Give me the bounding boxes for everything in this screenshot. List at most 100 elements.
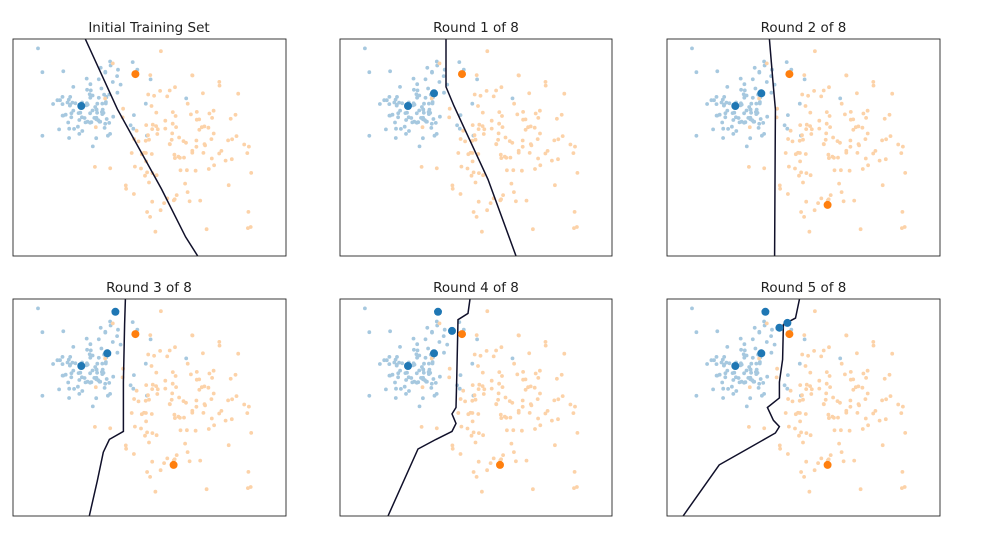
pool-point-class-b (178, 415, 182, 420)
pool-point-class-b (201, 151, 206, 155)
pool-point-class-b (478, 353, 483, 358)
pool-point-class-a (108, 392, 112, 396)
pool-point-class-a (753, 86, 758, 91)
pool-point-class-b (472, 393, 477, 398)
pool-point-class-b (429, 356, 434, 361)
pool-point-class-b (806, 353, 810, 358)
pool-point-class-b (804, 199, 809, 204)
pool-point-class-b (170, 370, 175, 374)
panel-round-1: Round 1 of 8 (339, 20, 613, 257)
pool-point-class-b (865, 391, 870, 396)
pool-point-class-b (473, 397, 478, 402)
pool-point-class-a (705, 102, 709, 106)
pool-point-class-b (181, 139, 186, 144)
pool-point-class-b (555, 116, 559, 121)
pool-point-class-b (497, 110, 502, 114)
pool-point-class-a (757, 69, 762, 74)
pool-point-class-a (88, 371, 92, 376)
pool-point-class-b (533, 371, 538, 376)
pool-point-class-b (170, 381, 175, 386)
pool-point-class-a (715, 113, 720, 118)
pool-point-class-a (738, 336, 743, 341)
pool-point-class-a (431, 117, 436, 121)
pool-point-class-a (721, 136, 725, 140)
pool-point-class-a (415, 82, 420, 87)
pool-point-class-a (434, 392, 439, 396)
pool-point-class-b (149, 412, 154, 416)
pool-point-class-a (730, 371, 735, 375)
pool-point-class-b (474, 475, 479, 479)
pool-point-class-a (387, 95, 392, 99)
pool-point-class-a (382, 98, 387, 103)
pool-point-class-b (478, 93, 483, 98)
pool-point-class-a (103, 121, 108, 126)
pool-point-class-a (429, 121, 434, 126)
pool-point-class-a (838, 96, 843, 101)
pool-point-class-a (757, 121, 762, 126)
pool-point-class-b (185, 450, 190, 454)
pool-point-class-b (543, 411, 548, 416)
pool-point-class-b (505, 168, 509, 173)
pool-point-class-b (903, 431, 908, 435)
pool-point-class-b (488, 201, 493, 206)
pool-point-class-a (438, 374, 442, 379)
pool-point-class-a (786, 113, 790, 117)
pool-point-class-a (715, 373, 720, 378)
pool-point-class-a (433, 381, 438, 385)
pool-point-class-b (197, 377, 202, 382)
pool-point-class-a (742, 371, 746, 376)
pool-point-class-a (110, 340, 115, 344)
pool-point-class-b (489, 378, 494, 383)
pool-point-class-b (787, 424, 791, 429)
pool-point-class-a (102, 92, 106, 97)
pool-point-class-a (750, 337, 755, 342)
pool-point-class-a (694, 330, 699, 335)
pool-point-class-b (523, 377, 528, 382)
pool-point-class-a (384, 127, 388, 132)
pool-point-class-b (864, 116, 868, 120)
pool-point-class-a (95, 101, 100, 106)
pool-point-class-b (217, 80, 222, 84)
pool-point-class-b (152, 93, 157, 98)
pool-point-class-b (571, 411, 576, 415)
labeled-point-class-a (434, 307, 442, 316)
pool-point-class-b (481, 132, 486, 136)
pool-point-class-b (856, 402, 861, 406)
pool-point-class-b (177, 135, 182, 140)
pool-point-class-b (165, 94, 170, 99)
pool-point-class-b (880, 443, 885, 448)
pool-point-class-a (88, 380, 92, 385)
pool-point-class-b (170, 121, 175, 126)
pool-point-class-b (882, 376, 887, 381)
pool-point-class-b (194, 404, 199, 409)
pool-point-class-a (731, 132, 736, 136)
pool-point-class-b (198, 458, 203, 463)
pool-point-class-a (458, 373, 463, 377)
pool-point-class-a (423, 95, 428, 100)
pool-point-class-a (396, 115, 400, 120)
pool-point-class-a (739, 347, 743, 352)
pool-point-class-b (793, 166, 797, 171)
pool-point-class-a (425, 65, 430, 70)
pool-point-class-a (752, 379, 757, 384)
labeled-point-class-b (785, 330, 794, 339)
pool-point-class-b (494, 142, 499, 147)
pool-point-class-a (148, 337, 153, 342)
pool-point-class-a (88, 95, 93, 100)
pool-point-class-b (491, 94, 496, 99)
pool-point-class-b (786, 397, 790, 401)
pool-point-class-b (880, 398, 884, 403)
pool-point-class-b (747, 385, 752, 390)
pool-point-class-a (757, 381, 762, 386)
pool-point-class-b (902, 225, 907, 229)
pool-point-class-b (550, 158, 554, 163)
labeled-point-class-a (404, 362, 412, 370)
pool-point-class-b (217, 83, 222, 88)
pool-point-class-b (827, 114, 832, 118)
pool-point-class-a (36, 46, 40, 51)
pool-point-class-b (466, 152, 471, 157)
pool-point-class-b (234, 134, 239, 139)
pool-point-class-b (139, 412, 144, 417)
pool-point-class-a (720, 357, 725, 362)
pool-point-class-b (762, 426, 767, 431)
